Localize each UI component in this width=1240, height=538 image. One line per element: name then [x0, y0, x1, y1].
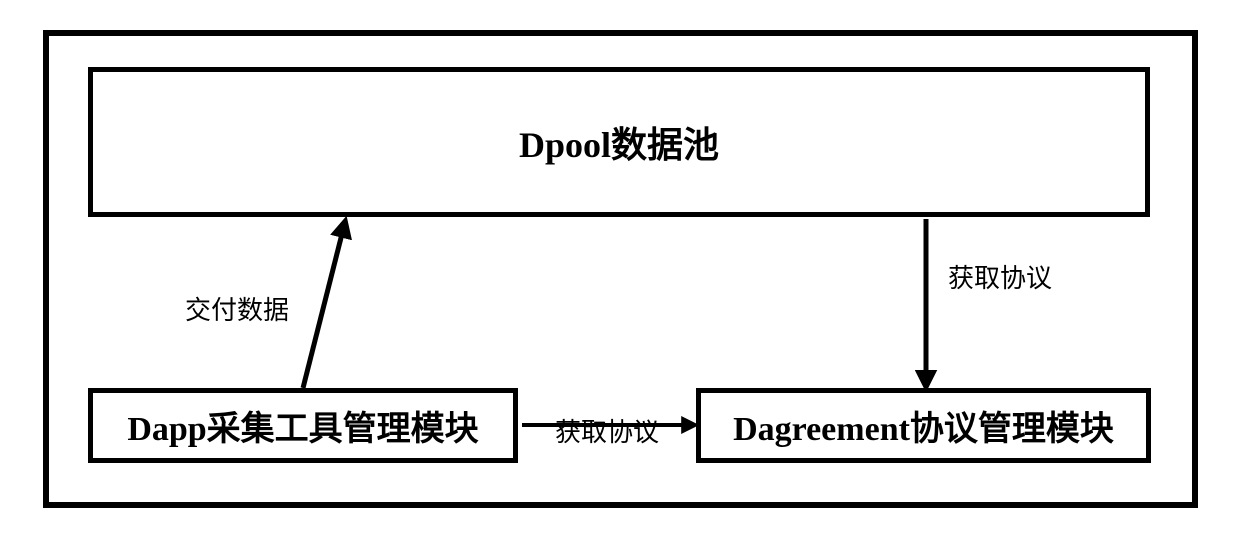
edge-label-get-protocol-top: 获取协议: [948, 258, 1052, 295]
node-dapp: Dapp采集工具管理模块: [88, 388, 518, 463]
edge-label-get-protocol-mid: 获取协议: [555, 412, 659, 449]
edge-label-deliver-data: 交付数据: [185, 290, 289, 327]
node-dpool-label: Dpool数据池: [519, 116, 719, 168]
node-dagreement-label: Dagreement协议管理模块: [733, 401, 1114, 450]
node-dagreement: Dagreement协议管理模块: [696, 388, 1151, 463]
node-dpool: Dpool数据池: [88, 67, 1150, 217]
node-dapp-label: Dapp采集工具管理模块: [127, 401, 478, 450]
